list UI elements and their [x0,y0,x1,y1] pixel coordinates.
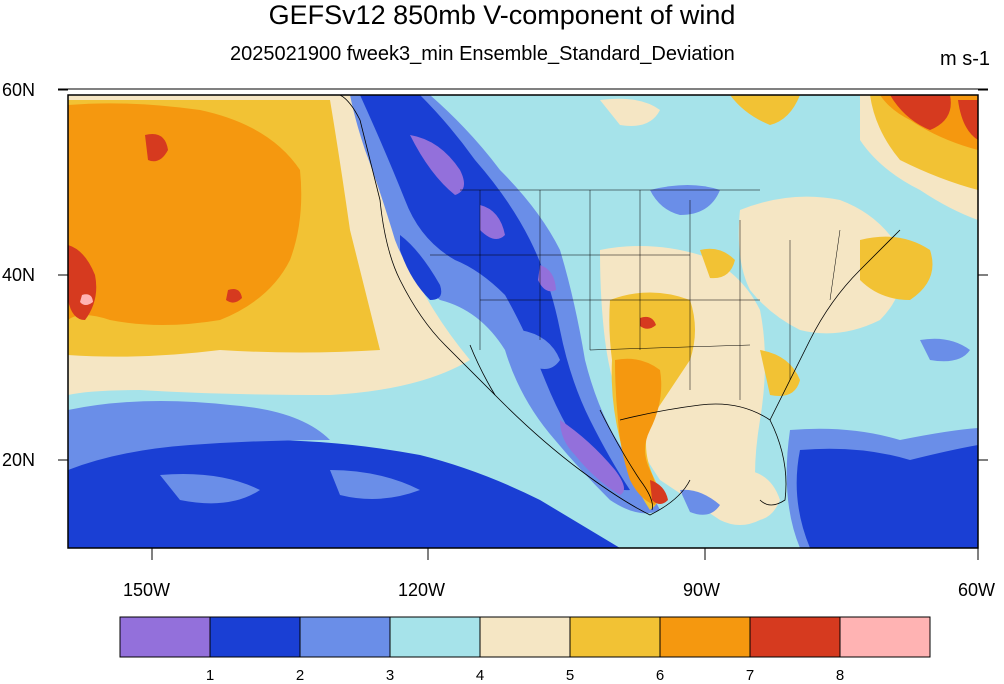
contour-field [68,95,978,548]
colorbar-swatch [749,616,841,658]
colorbar-swatch [479,616,571,658]
lon-label-150w: 150W [123,580,171,600]
colorbar-swatch [839,616,931,658]
colorbar-tick-label: 7 [745,667,755,684]
lon-label-120w: 120W [398,580,446,600]
colorbar-tick-label: 8 [835,667,845,684]
colorbar-tick-label: 5 [565,667,575,684]
lat-label-20n: 20N [2,450,36,470]
units-label: m s-1 [940,48,990,70]
map-title: GEFSv12 850mb V-component of wind [268,0,736,30]
colorbar-swatch [389,616,481,658]
lat-label-40n: 40N [2,265,36,285]
colorbar-swatch [569,616,661,658]
coastlines [339,95,901,516]
map-subtitle: 2025021900 fweek3_min Ensemble_Standard_… [230,43,735,65]
plot-frame [67,94,979,549]
colorbar-swatch [659,616,751,658]
colorbar [119,616,931,658]
lon-label-60w: 60W [958,580,996,600]
colorbar-tick-label: 1 [205,667,215,684]
colorbar-swatch [209,616,301,658]
colorbar-swatch [119,616,211,658]
colorbar-tick-label: 6 [655,667,665,684]
colorbar-tick-label: 3 [385,667,395,684]
axis-ticks [58,89,988,560]
colorbar-tick-label: 2 [295,667,305,684]
lon-label-90w: 90W [683,580,721,600]
colorbar-swatch [299,616,391,658]
state-borders [430,189,841,400]
colorbar-tick-label: 4 [475,667,485,684]
lat-label-60n: 60N [2,80,36,100]
